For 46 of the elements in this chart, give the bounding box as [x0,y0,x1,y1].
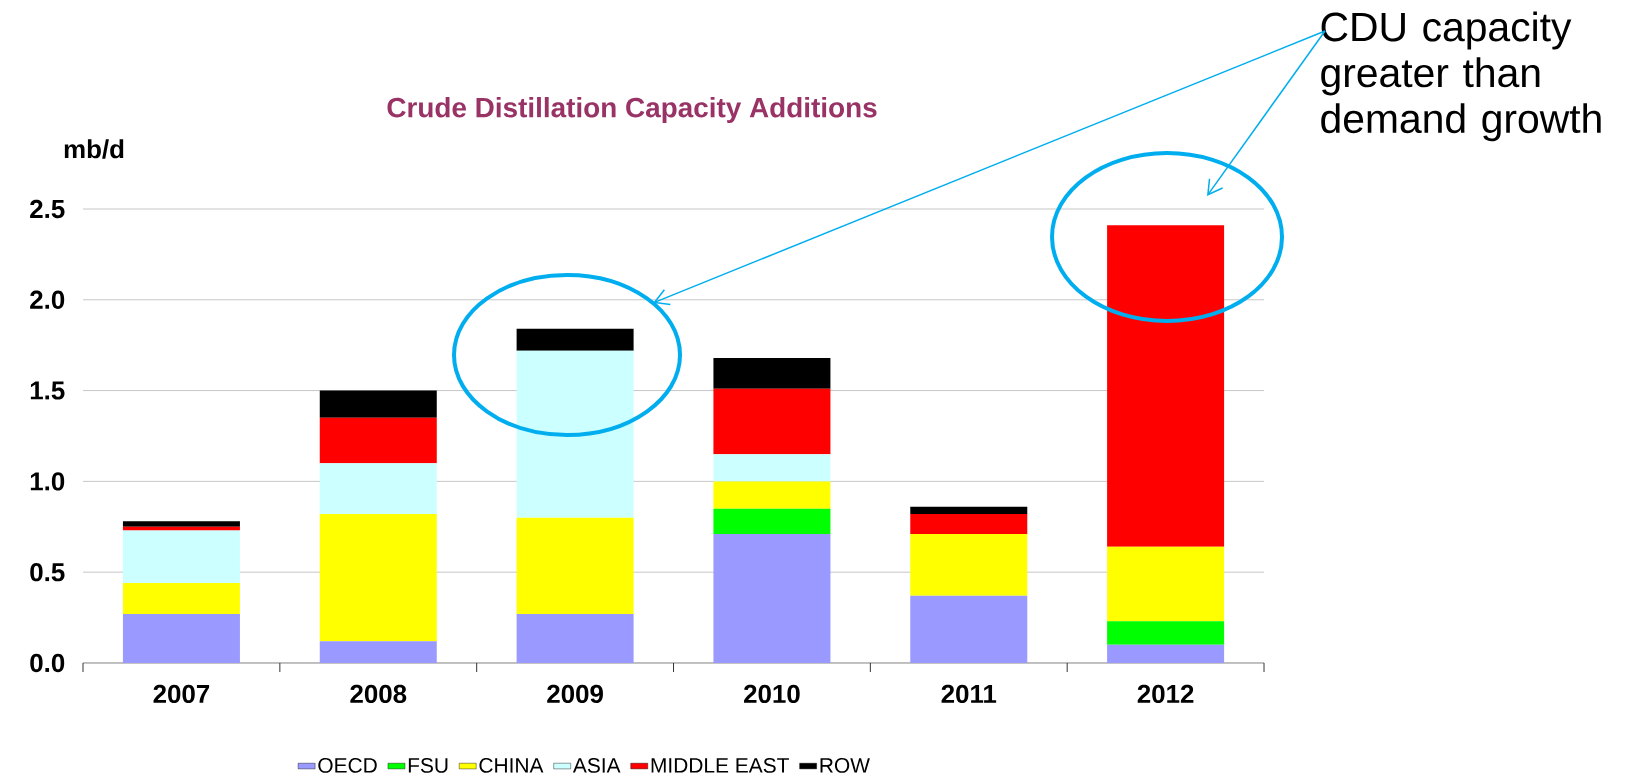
legend-label: OECD [318,757,377,773]
bar [319,514,437,642]
bar [910,514,1028,535]
y-tick-label: 1.0 [30,472,65,491]
bar [122,521,240,527]
chart-title: Crude Distillation Capacity Additions [387,97,877,123]
legend-label: FSU [408,757,448,773]
legend-label: CHINA [479,757,544,773]
bar [910,506,1028,515]
bar [713,454,831,482]
legend-label: MIDDLE EAST [651,757,789,773]
bar [319,463,437,515]
legend-label: ASIA [572,757,621,773]
bar [910,534,1028,596]
y-axis-title: mb/d [64,139,124,159]
bar [713,534,831,663]
legend-label: ROW [820,757,870,773]
x-tick-label: 2009 [547,684,603,704]
bar [516,517,634,614]
x-tick-label: 2011 [941,684,997,704]
bar [713,357,831,389]
y-tick-label: 1.5 [30,381,65,400]
x-tick-label: 2012 [1137,684,1194,704]
bar [516,613,634,663]
bar [713,481,831,509]
bar [319,417,437,464]
bar [516,328,634,351]
bar [910,595,1028,663]
bar [319,641,437,663]
y-tick-label: 2.0 [30,290,65,309]
x-tick-label: 2010 [744,684,800,704]
x-tick-label: 2007 [153,684,210,704]
text: CDU capacity greater than demand growth [1321,11,1601,142]
bar [713,388,831,455]
bar [319,390,437,418]
y-tick-label: 0.5 [30,563,65,582]
bar [1107,546,1225,622]
y-tick-label: 0.0 [30,653,65,673]
y-tick-label: 2.5 [30,199,65,219]
bar [122,583,240,614]
bar [713,508,831,535]
bar [122,530,240,584]
bar [1107,621,1225,645]
bar [122,613,240,663]
x-tick-label: 2008 [350,684,407,704]
bar [1107,644,1225,663]
